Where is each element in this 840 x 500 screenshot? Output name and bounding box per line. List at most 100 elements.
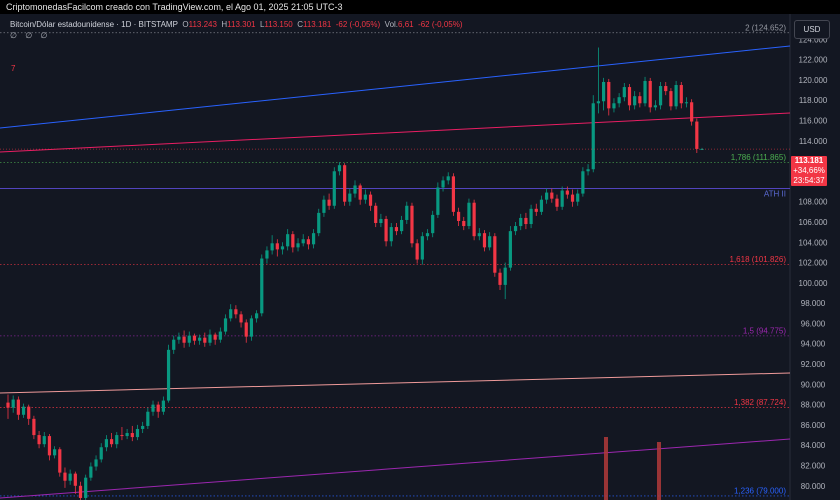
candle-body xyxy=(94,459,98,467)
price-change-pct: +34,66% xyxy=(793,166,825,175)
candle-body xyxy=(472,202,476,237)
y-tick-label: 122.000 xyxy=(799,56,828,65)
candle-body xyxy=(570,194,575,202)
candle-body xyxy=(638,96,642,104)
trendline-blue xyxy=(0,45,791,129)
y-tick-label: 86.000 xyxy=(801,421,826,430)
candle-body xyxy=(115,435,119,445)
candle-body xyxy=(141,425,145,429)
y-tick-label: 102.000 xyxy=(799,259,828,268)
candle-body xyxy=(53,449,57,456)
candle-body xyxy=(109,439,114,445)
candle-body xyxy=(658,86,663,106)
candle-body xyxy=(42,436,46,445)
y-tick-label: 108.000 xyxy=(799,198,828,207)
candle-body xyxy=(508,231,512,268)
candle-body xyxy=(135,428,140,438)
candle-body xyxy=(306,239,310,245)
candle-body xyxy=(229,309,233,319)
trendline-pink xyxy=(0,112,791,153)
candle-body xyxy=(166,349,171,401)
candle-body xyxy=(104,439,109,448)
y-tick-label: 116.000 xyxy=(799,117,828,126)
candle-body xyxy=(21,406,26,415)
candle-body xyxy=(679,85,683,104)
fib-level-label: 1,236 (79.000) xyxy=(734,486,786,495)
trendline-purple xyxy=(0,438,791,499)
candle-body xyxy=(260,258,264,314)
y-tick-label: 80.000 xyxy=(801,482,826,491)
low-value: 113.150 xyxy=(264,20,293,29)
y-tick-label: 92.000 xyxy=(801,360,826,369)
bar-countdown: 23:54:37 xyxy=(793,176,825,185)
fib-level-label: 1,618 (101.826) xyxy=(730,255,787,264)
candle-body xyxy=(513,226,518,232)
candle-body xyxy=(353,185,357,194)
candle-body xyxy=(425,233,430,237)
candle-body xyxy=(192,335,197,341)
symbol-info-row: Bitcoin/Dólar estadounidense · 1D · BITS… xyxy=(10,20,463,29)
candle-body xyxy=(11,399,15,408)
drawing-marker-label: 7 xyxy=(11,64,16,73)
candle-body xyxy=(146,411,150,426)
candle-body xyxy=(84,477,88,498)
indicator-visibility-icons[interactable]: ∅ ∅ ∅ xyxy=(10,31,51,40)
symbol-name[interactable]: Bitcoin/Dólar estadounidense · 1D · BITS… xyxy=(10,20,178,29)
candle-body xyxy=(234,309,238,315)
candle-body xyxy=(32,418,36,436)
candle-body xyxy=(581,171,585,194)
candle-body xyxy=(674,85,678,107)
candle-body xyxy=(446,176,450,181)
y-tick-label: 82.000 xyxy=(801,462,826,471)
candle-body xyxy=(555,198,559,207)
candle-body xyxy=(431,214,435,234)
candle-body xyxy=(161,400,165,412)
candle-body xyxy=(198,337,202,341)
currency-button[interactable]: USD xyxy=(794,20,830,39)
candle-body xyxy=(73,473,77,486)
candle-body xyxy=(519,217,523,227)
candle-body xyxy=(78,485,83,498)
y-tick-label: 118.000 xyxy=(799,96,828,105)
candle-body xyxy=(389,227,393,242)
fib-level-label: 2 (124.652) xyxy=(745,23,786,32)
candle-body xyxy=(120,435,124,437)
candle-body xyxy=(524,217,528,225)
candle-body xyxy=(653,105,657,108)
y-tick-label: 84.000 xyxy=(801,441,826,450)
candle-body xyxy=(280,246,285,250)
fib-level-label: 1,786 (111.865) xyxy=(731,153,787,162)
candle-body xyxy=(58,449,62,473)
candle-body xyxy=(63,472,67,481)
candle-body xyxy=(291,234,295,248)
candle-body xyxy=(596,101,601,104)
candle-body xyxy=(239,314,243,323)
candle-body xyxy=(172,339,176,350)
candle-body xyxy=(89,466,93,478)
candle-body xyxy=(363,194,367,200)
candle-body xyxy=(37,435,41,445)
candle-body xyxy=(586,169,590,172)
candle-body xyxy=(151,404,155,412)
candle-body xyxy=(384,218,388,242)
candle-body xyxy=(275,243,279,250)
candle-body xyxy=(99,447,103,460)
candle-body xyxy=(477,233,481,237)
y-tick-label: 88.000 xyxy=(801,401,826,410)
candle-body xyxy=(591,103,595,170)
candle-body xyxy=(208,334,212,343)
candle-body xyxy=(156,404,160,412)
candle-body xyxy=(270,243,274,251)
candle-body xyxy=(177,336,181,340)
candle-body xyxy=(534,208,538,212)
fib-level-label: 1,5 (94.775) xyxy=(743,326,786,335)
candle-body xyxy=(182,336,186,343)
candle-body xyxy=(368,194,373,206)
candle-body xyxy=(467,202,471,227)
candle-body xyxy=(400,219,404,232)
candle-body xyxy=(358,185,362,200)
price-axis xyxy=(790,14,840,500)
candle-body xyxy=(441,180,445,188)
candle-body xyxy=(565,190,569,195)
